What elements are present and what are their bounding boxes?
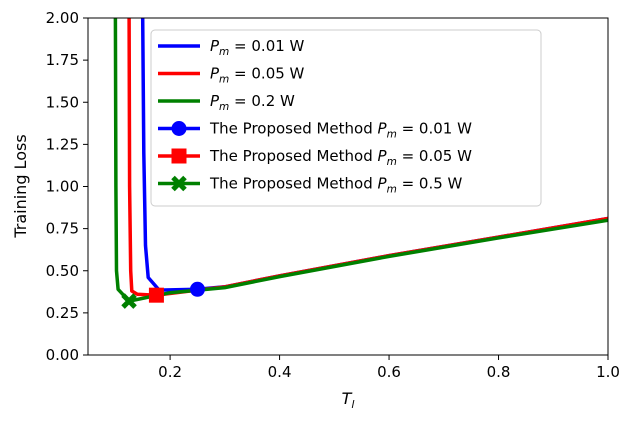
legend-box bbox=[150, 29, 542, 207]
x-tick-label: 0.4 bbox=[268, 363, 292, 381]
series-layer bbox=[113, 18, 608, 309]
legend-label-prefix: The Proposed Method bbox=[209, 147, 378, 165]
legend-label: Pm = 0.01 W bbox=[210, 37, 305, 58]
legend-label-sub: m bbox=[219, 46, 229, 58]
y-tick-label: 0.50 bbox=[46, 262, 79, 280]
y-tick-label: 1.75 bbox=[46, 51, 79, 69]
x-tick-label: 0.8 bbox=[487, 363, 511, 381]
y-tick-label: 0.75 bbox=[46, 220, 79, 238]
legend-label-suffix: = 0.5 W bbox=[397, 175, 463, 193]
legend-label-sub: m bbox=[387, 129, 397, 141]
y-axis-label: Training Loss bbox=[11, 134, 30, 238]
x-tick-label: 0.2 bbox=[158, 363, 182, 381]
legend-label-suffix: = 0.01 W bbox=[397, 120, 472, 138]
y-tick-label: 0.25 bbox=[46, 304, 79, 322]
legend-label-var: P bbox=[378, 147, 388, 165]
x-tick-label: 0.6 bbox=[377, 363, 401, 381]
legend-label-suffix: = 0.05 W bbox=[397, 147, 472, 165]
legend-label-sub: m bbox=[219, 74, 229, 86]
legend-label-var: P bbox=[210, 92, 220, 110]
legend-label: The Proposed Method Pm = 0.5 W bbox=[209, 175, 463, 196]
x-axis: 0.2 0.4 0.6 0.8 1.0 bbox=[158, 355, 620, 381]
y-axis: 0.00 0.25 0.50 0.75 1.00 1.25 1.50 1.75 2.00 bbox=[46, 9, 88, 364]
y-tick-label: 1.00 bbox=[46, 178, 79, 196]
legend-label-prefix: The Proposed Method bbox=[209, 120, 378, 138]
x-axis-label: Tl bbox=[342, 389, 355, 411]
legend-label: The Proposed Method Pm = 0.01 W bbox=[209, 120, 472, 141]
legend-label-suffix: = 0.05 W bbox=[229, 65, 304, 83]
legend-swatch-marker bbox=[171, 121, 187, 136]
y-tick-label: 1.50 bbox=[46, 93, 79, 111]
x-tick-label: 1.0 bbox=[596, 363, 620, 381]
series-line-2 bbox=[113, 18, 608, 303]
series-point-4 bbox=[148, 287, 164, 303]
legend-label-prefix: The Proposed Method bbox=[209, 175, 378, 193]
legend-label: Pm = 0.2 W bbox=[210, 92, 295, 113]
legend-swatch-marker bbox=[171, 175, 187, 192]
x-axis-label-base: T bbox=[342, 389, 353, 408]
legend-label-var: P bbox=[378, 175, 388, 193]
y-tick-label: 2.00 bbox=[46, 9, 79, 27]
legend-label-suffix: = 0.01 W bbox=[229, 37, 304, 55]
legend-label-sub: m bbox=[387, 184, 397, 196]
series-point-5 bbox=[121, 293, 137, 309]
legend-label-suffix: = 0.2 W bbox=[229, 92, 295, 110]
legend-swatch-marker bbox=[171, 148, 187, 164]
legend-label: The Proposed Method Pm = 0.05 W bbox=[209, 147, 472, 168]
legend-label-var: P bbox=[210, 65, 220, 83]
legend-label-sub: m bbox=[387, 156, 397, 168]
legend-label-var: P bbox=[210, 37, 220, 55]
legend-label: Pm = 0.05 W bbox=[210, 65, 305, 86]
legend-label-var: P bbox=[378, 120, 388, 138]
x-axis-label-sub: l bbox=[351, 398, 354, 411]
legend-label-sub: m bbox=[219, 101, 229, 113]
y-tick-label: 1.25 bbox=[46, 135, 79, 153]
y-tick-label: 0.00 bbox=[46, 346, 79, 364]
series-point-3 bbox=[189, 281, 205, 297]
